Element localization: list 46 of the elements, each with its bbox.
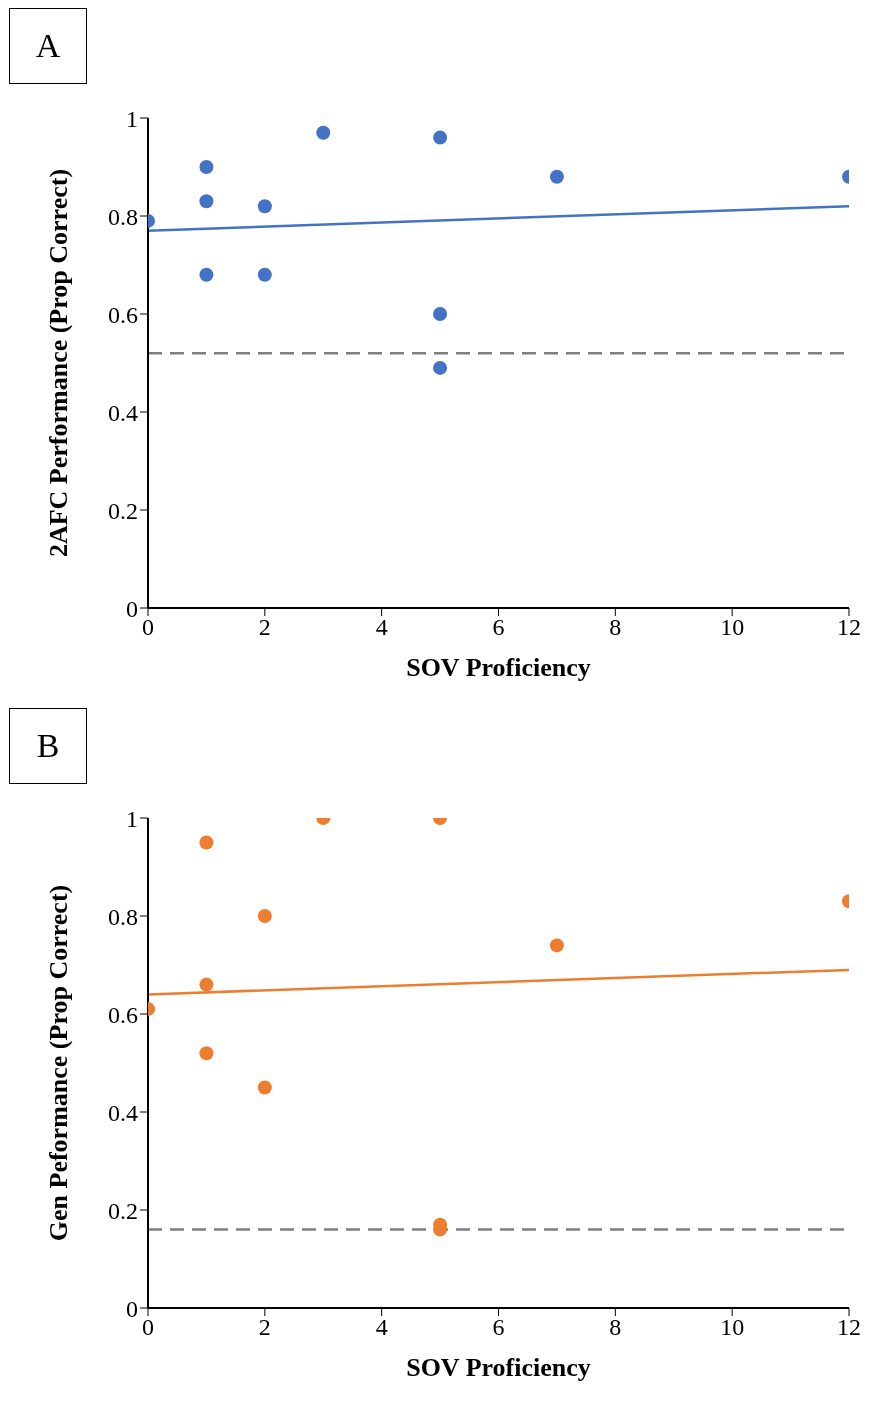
y-tick-label: 0.4 — [108, 1099, 138, 1126]
point — [433, 360, 448, 375]
y-tick-label: 0 — [126, 595, 138, 622]
y-tick-label: 0.8 — [108, 203, 138, 230]
x-tick-label: 6 — [492, 1314, 505, 1341]
point — [316, 125, 331, 140]
x-tick-label: 12 — [837, 614, 861, 641]
point — [257, 909, 272, 923]
point — [257, 1080, 272, 1095]
point — [257, 267, 272, 282]
point — [199, 977, 214, 992]
point — [199, 267, 214, 282]
y-tick-label: 0.2 — [108, 1197, 138, 1224]
y-axis-title: 2AFC Performance (Prop Correct) — [44, 168, 74, 558]
point — [257, 199, 272, 214]
y-tick-label: 0.8 — [108, 903, 138, 930]
point — [199, 1046, 214, 1061]
x-tick-label: 6 — [492, 614, 505, 641]
point — [549, 938, 564, 953]
x-tick-label: 10 — [720, 1314, 745, 1341]
x-axis-title: SOV Proficiency — [406, 1353, 591, 1382]
x-tick-label: 2 — [258, 614, 271, 641]
x-tick-label: 8 — [609, 1314, 622, 1341]
point — [199, 160, 214, 174]
chart-title: B — [9, 708, 87, 784]
point — [199, 835, 214, 850]
y-tick-label: 0.6 — [108, 301, 138, 328]
y-tick-label: 0.2 — [108, 497, 138, 524]
point — [199, 194, 214, 209]
point — [549, 169, 564, 184]
x-tick-label: 10 — [720, 614, 745, 641]
point — [433, 130, 448, 145]
y-tick-label: 0 — [126, 1295, 138, 1322]
y-tick-label: 0.6 — [108, 1001, 138, 1028]
x-tick-label: 8 — [609, 614, 622, 641]
y-tick-label: 1 — [126, 105, 138, 132]
x-tick-label: 2 — [258, 1314, 271, 1341]
y-tick-label: 1 — [126, 805, 138, 832]
chart-title: A — [9, 8, 87, 84]
x-tick-label: 4 — [375, 1314, 388, 1341]
x-tick-label: 12 — [837, 1314, 861, 1341]
x-tick-label: 4 — [375, 614, 388, 641]
y-tick-label: 0.4 — [108, 399, 138, 426]
point — [433, 307, 448, 321]
y-axis-title: Gen Peformance (Prop Correct) — [44, 884, 74, 1242]
x-axis-title: SOV Proficiency — [406, 653, 591, 682]
